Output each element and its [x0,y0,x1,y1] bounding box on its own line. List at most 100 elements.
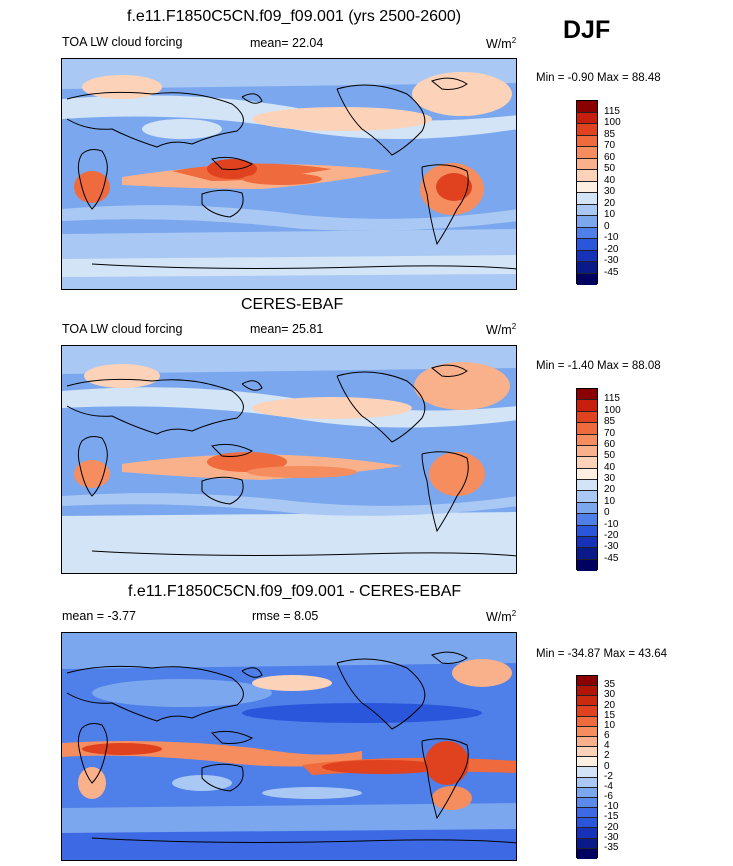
colorbar-tick-label: -6 [604,791,613,802]
panel-2-map-field [62,346,516,573]
colorbar-tick-label: 30 [604,186,616,197]
colorbar-segment [577,193,597,205]
colorbar-segment [577,170,597,182]
colorbar-segment [577,818,597,829]
panel-2-title: CERES-EBAF [241,296,344,313]
panel-2-map [61,345,517,574]
panel-3-units-label: W/m2 [486,609,517,625]
colorbar-tick-label: 30 [604,473,616,484]
colorbar-tick-label: 20 [604,484,616,496]
colorbar-tick-label: 35 [604,679,616,691]
panel-3-mean-label: mean = -3.77 [62,609,137,623]
colorbar-tick-label: 40 [604,461,616,473]
colorbar-tick-label: -20 [604,821,619,833]
panel-1-map-field [62,59,516,289]
colorbar-tick-label: -20 [604,529,619,541]
colorbar-tick-label: 20 [604,197,616,209]
colorbar-segment [577,747,597,758]
colorbar-segment [577,273,597,285]
panel-2-units-label: W/m2 [486,322,517,338]
colorbar-segment [577,548,597,560]
panel-2-colorbar [576,388,598,571]
colorbar-segment [577,716,597,727]
panel-1-colorbar [576,100,598,285]
colorbar-tick-label: -2 [604,770,613,782]
colorbar-segment [577,181,597,193]
colorbar-tick-label: 40 [604,174,616,186]
colorbar-segment [577,389,597,401]
colorbar-tick-label: 20 [604,699,616,711]
colorbar-tick-label: 100 [604,117,621,128]
colorbar-segment [577,797,597,809]
panel-2-minmax-label: Min = -1.40 Max = 88.08 [536,360,661,372]
colorbar-segment [577,147,597,159]
colorbar-tick-label: 0 [604,760,610,772]
colorbar-segment [577,767,597,778]
colorbar-tick-label: -45 [604,266,619,278]
colorbar-segment [577,838,597,849]
colorbar-tick-label: 50 [604,450,616,462]
colorbar-tick-label: -4 [604,780,613,792]
panel-3-rmse-label: rmse = 8.05 [252,609,319,623]
colorbar-tick-label: 70 [604,427,616,439]
colorbar-segment [577,686,597,697]
colorbar-tick-label: -10 [604,232,619,243]
colorbar-segment [577,726,597,737]
colorbar-segment [577,828,597,839]
colorbar-tick-label: -45 [604,552,619,564]
colorbar-tick-label: 115 [604,105,620,117]
colorbar-segment [577,676,597,687]
panel-3-colorbar [576,675,598,859]
colorbar-tick-label: 10 [604,209,616,220]
colorbar-segment [577,706,597,717]
colorbar-tick-label: 10 [604,495,616,507]
colorbar-tick-label: 2 [604,750,610,762]
panel-3-map [61,632,517,861]
season-label: DJF [563,16,611,44]
colorbar-segment [577,400,597,412]
colorbar-tick-label: -15 [604,811,619,823]
colorbar-segment [577,757,597,768]
colorbar-segment [577,525,597,537]
colorbar-segment [577,445,597,458]
colorbar-tick-label: 15 [604,709,616,721]
panel-2-variable-label: TOA LW cloud forcing [62,322,183,336]
colorbar-segment [577,808,597,819]
panel-1-units-label: W/m2 [486,36,517,52]
colorbar-segment [577,423,597,435]
colorbar-tick-label: -10 [604,518,619,530]
colorbar-tick-label: 60 [604,151,616,163]
colorbar-segment [577,158,597,170]
colorbar-tick-label: 85 [604,128,616,140]
colorbar-tick-label: 4 [604,740,610,752]
colorbar-segment [577,135,597,147]
colorbar-segment [577,696,597,707]
colorbar-tick-label: 30 [604,689,616,701]
panel-1-title: f.e11.F1850C5CN.f09_f09.001 (yrs 2500-26… [127,8,462,25]
colorbar-segment [577,250,597,262]
colorbar-tick-label: 115 [604,393,620,405]
colorbar-segment [577,559,597,571]
colorbar-segment [577,502,597,515]
colorbar-tick-label: 50 [604,163,616,174]
colorbar-segment [577,480,597,492]
colorbar-tick-label: -10 [604,801,619,813]
colorbar-segment [577,227,597,239]
colorbar-segment [577,239,597,251]
colorbar-tick-label: 0 [604,220,610,232]
colorbar-segment [577,101,597,113]
colorbar-segment [577,736,597,748]
colorbar-tick-label: -30 [604,831,619,843]
colorbar-segment [577,216,597,228]
colorbar-segment [577,787,597,798]
colorbar-tick-label: 6 [604,730,610,741]
colorbar-segment [577,514,597,526]
colorbar-segment [577,262,597,274]
colorbar-segment [577,777,597,788]
colorbar-segment [577,457,597,469]
colorbar-segment [577,848,597,859]
colorbar-tick-label: 85 [604,416,616,428]
panel-2-mean-label: mean= 25.81 [250,322,324,336]
colorbar-tick-label: 10 [604,719,616,731]
colorbar-segment [577,411,597,424]
